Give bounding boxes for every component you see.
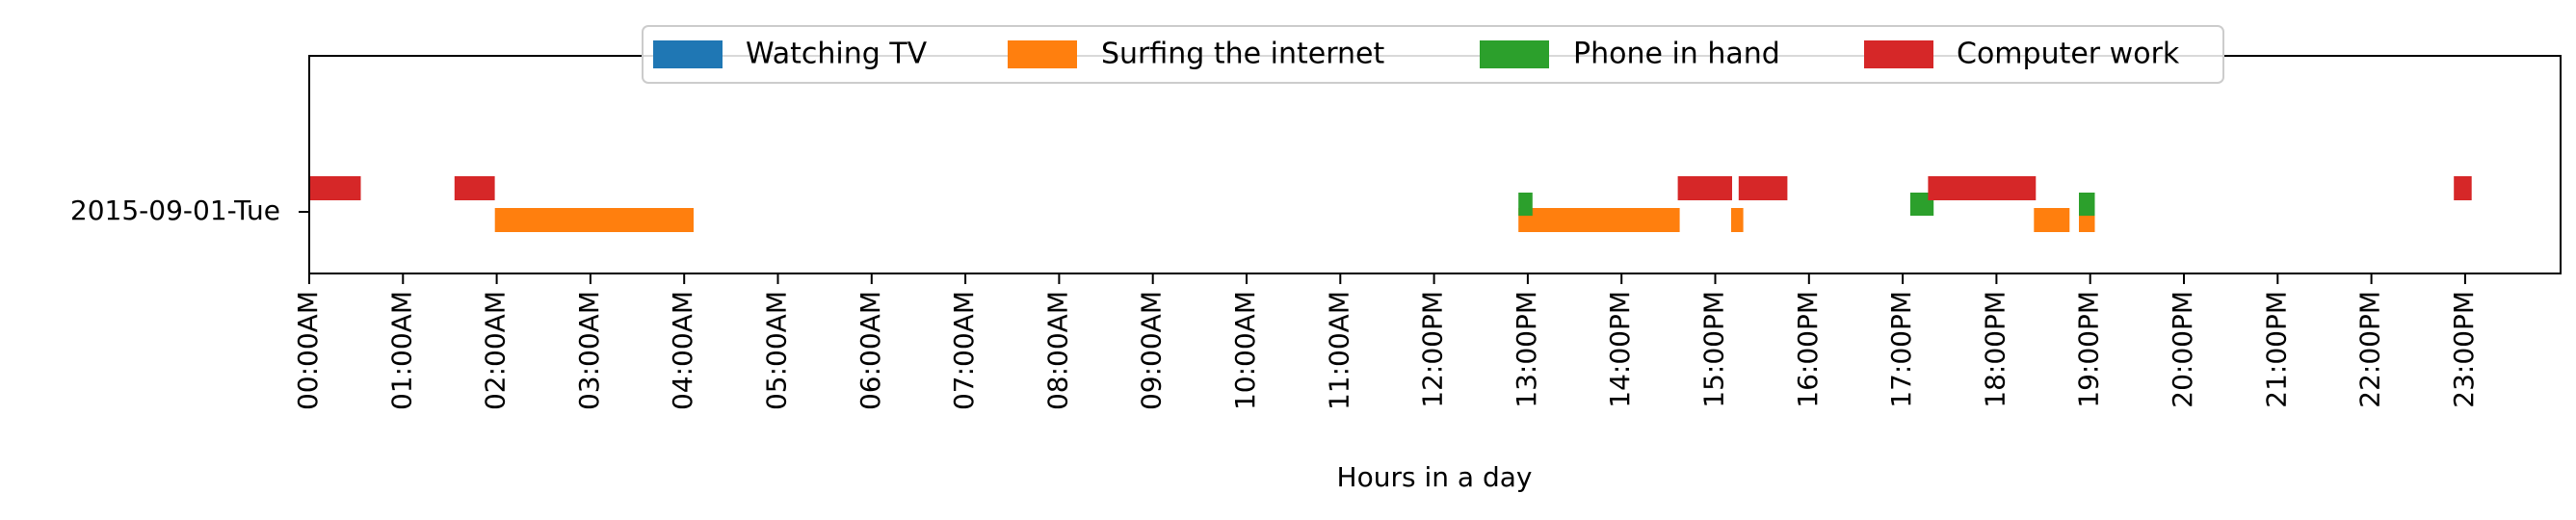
- y-tick-label-0: 2015-09-01-Tue: [70, 195, 280, 226]
- legend-label-2: Phone in hand: [1573, 38, 1780, 71]
- legend-swatch-1: [1008, 40, 1077, 68]
- bar-computer-work-4: [1928, 176, 2037, 200]
- bar-computer-work-0: [309, 176, 361, 200]
- x-tick-label-2: 02:00AM: [480, 291, 512, 410]
- x-tick-label-1: 01:00AM: [385, 291, 417, 410]
- legend-label-1: Surfing the internet: [1101, 38, 1384, 71]
- x-tick-label-6: 06:00AM: [854, 291, 886, 410]
- x-tick-label-7: 07:00AM: [948, 291, 980, 410]
- x-axis: 00:00AM 01:00AM 02:00AM 03:00AM 04:00AM 05:00…: [292, 273, 2480, 410]
- bar-surfing-the-internet-3: [2034, 208, 2070, 232]
- x-tick-label-15: 15:00PM: [1698, 291, 1730, 408]
- x-tick-label-20: 20:00PM: [2167, 291, 2198, 408]
- x-tick-label-21: 21:00PM: [2260, 291, 2292, 408]
- x-tick-label-23: 23:00PM: [2448, 291, 2480, 408]
- x-tick-label-4: 04:00AM: [667, 291, 698, 410]
- legend-swatch-3: [1864, 40, 1933, 68]
- x-tick-label-11: 11:00AM: [1323, 291, 1354, 410]
- bar-phone-in-hand-0: [1518, 193, 1533, 216]
- legend-label-0: Watching TV: [746, 38, 928, 71]
- bar-computer-work-3: [1738, 176, 1788, 200]
- x-axis-title: Hours in a day: [1337, 461, 1533, 493]
- chart-marks: [309, 176, 2472, 232]
- x-tick-label-8: 08:00AM: [1041, 291, 1073, 410]
- x-tick-label-14: 14:00PM: [1604, 291, 1636, 408]
- legend-box: [642, 25, 2224, 84]
- bar-phone-in-hand-2: [2079, 193, 2095, 216]
- x-tick-label-12: 12:00PM: [1417, 291, 1449, 408]
- bar-computer-work-1: [454, 176, 495, 200]
- legend-swatch-0: [653, 40, 723, 68]
- bar-computer-work-5: [2454, 176, 2472, 200]
- bar-surfing-the-internet-0: [494, 208, 694, 232]
- x-tick-label-17: 17:00PM: [1885, 291, 1917, 408]
- bar-surfing-the-internet-1: [1518, 208, 1680, 232]
- x-tick-label-19: 19:00PM: [2073, 291, 2105, 408]
- x-tick-label-0: 00:00AM: [292, 291, 324, 410]
- legend-swatch-2: [1480, 40, 1549, 68]
- x-tick-label-22: 22:00PM: [2354, 291, 2386, 408]
- x-tick-label-10: 10:00AM: [1229, 291, 1261, 410]
- x-tick-label-5: 05:00AM: [761, 291, 793, 410]
- legend-label-3: Computer work: [1957, 38, 2180, 71]
- x-tick-label-13: 13:00PM: [1511, 291, 1542, 408]
- x-tick-label-16: 16:00PM: [1792, 291, 1824, 408]
- bar-computer-work-2: [1677, 176, 1732, 200]
- bar-surfing-the-internet-2: [1731, 208, 1744, 232]
- legend: Watching TV Surfing the internet Phone in …: [642, 25, 2224, 84]
- x-tick-label-18: 18:00PM: [1979, 291, 2011, 408]
- plot-frame: [308, 55, 2562, 274]
- x-tick-label-3: 03:00AM: [573, 291, 605, 410]
- x-tick-label-9: 09:00AM: [1136, 291, 1168, 410]
- y-axis: 2015-09-01-Tue: [70, 195, 309, 226]
